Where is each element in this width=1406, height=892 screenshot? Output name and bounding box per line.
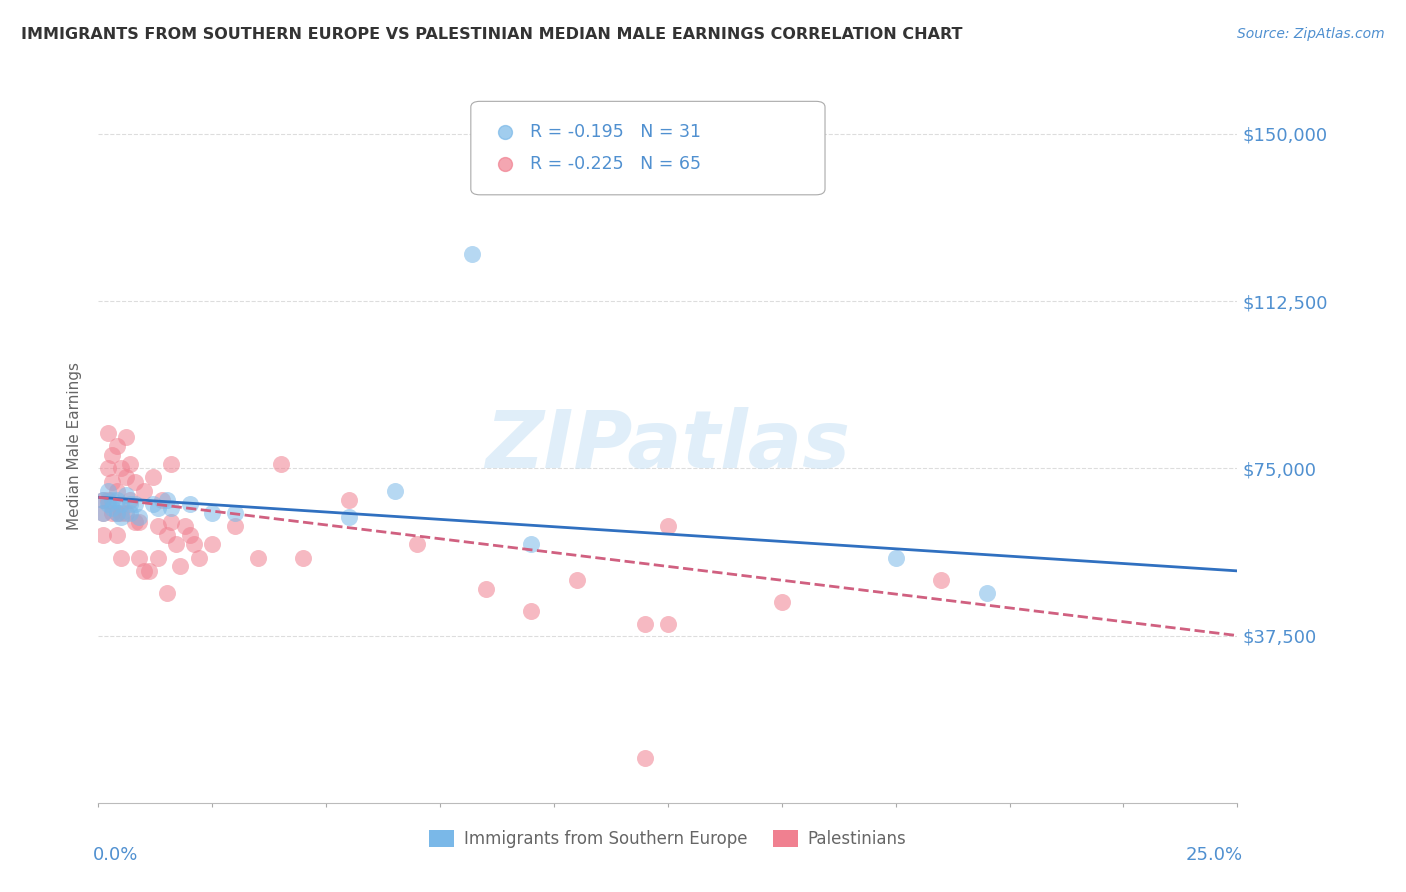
Point	[520, 604, 543, 618]
Point	[474, 582, 496, 596]
Point	[132, 483, 155, 498]
Point	[96, 497, 118, 511]
Text: Source: ZipAtlas.com: Source: ZipAtlas.com	[1237, 27, 1385, 41]
Text: 25.0%: 25.0%	[1185, 846, 1243, 863]
Point	[461, 247, 484, 261]
Point	[110, 506, 132, 520]
Point	[132, 564, 155, 578]
Point	[976, 586, 998, 600]
Point	[187, 550, 209, 565]
Point	[246, 550, 269, 565]
Point	[105, 506, 128, 520]
Point	[120, 497, 142, 511]
Point	[114, 506, 136, 520]
Point	[114, 430, 136, 444]
Point	[91, 506, 114, 520]
Point	[634, 751, 657, 765]
Point	[657, 519, 679, 533]
Point	[105, 439, 128, 453]
Point	[105, 506, 128, 520]
Point	[165, 537, 187, 551]
Point	[183, 537, 205, 551]
Point	[156, 492, 179, 507]
Point	[91, 528, 114, 542]
Point	[384, 483, 406, 498]
Point	[884, 550, 907, 565]
Point	[520, 537, 543, 551]
Point	[224, 519, 246, 533]
Point	[110, 550, 132, 565]
Point	[105, 483, 128, 498]
Point	[110, 461, 132, 475]
Point	[174, 519, 197, 533]
Point	[142, 497, 165, 511]
Point	[406, 537, 429, 551]
Point	[101, 448, 124, 462]
Text: R = -0.225   N = 65: R = -0.225 N = 65	[530, 155, 702, 173]
Point	[929, 573, 952, 587]
Point	[565, 573, 588, 587]
Point	[105, 492, 128, 507]
Text: 0.0%: 0.0%	[93, 846, 138, 863]
Point	[91, 492, 114, 507]
Legend: Immigrants from Southern Europe, Palestinians: Immigrants from Southern Europe, Palesti…	[423, 823, 912, 855]
Point	[124, 475, 146, 489]
Point	[770, 595, 793, 609]
Point	[201, 506, 224, 520]
Point	[120, 492, 142, 507]
Point	[146, 550, 169, 565]
Point	[101, 475, 124, 489]
Point	[337, 492, 360, 507]
Point	[124, 497, 146, 511]
Point	[101, 501, 124, 516]
Point	[120, 506, 142, 520]
Point	[110, 510, 132, 524]
Text: R = -0.195   N = 31: R = -0.195 N = 31	[530, 123, 702, 141]
FancyBboxPatch shape	[471, 102, 825, 194]
Point	[337, 510, 360, 524]
Point	[270, 457, 292, 471]
Point	[91, 492, 114, 507]
Text: IMMIGRANTS FROM SOUTHERN EUROPE VS PALESTINIAN MEDIAN MALE EARNINGS CORRELATION : IMMIGRANTS FROM SOUTHERN EUROPE VS PALES…	[21, 27, 963, 42]
Point	[179, 528, 201, 542]
Point	[128, 510, 150, 524]
Point	[150, 492, 173, 507]
Point	[634, 617, 657, 632]
Point	[160, 457, 183, 471]
Point	[120, 457, 142, 471]
Point	[224, 506, 246, 520]
Point	[156, 528, 179, 542]
Point	[105, 528, 128, 542]
Point	[101, 506, 124, 520]
Point	[96, 483, 118, 498]
Point	[96, 492, 118, 507]
Point	[124, 515, 146, 529]
Point	[160, 501, 183, 516]
Point	[201, 537, 224, 551]
Point	[657, 617, 679, 632]
Point	[110, 497, 132, 511]
Point	[142, 470, 165, 484]
Point	[146, 519, 169, 533]
Point	[114, 470, 136, 484]
Point	[179, 497, 201, 511]
Point	[101, 492, 124, 507]
Point	[156, 586, 179, 600]
Point	[138, 564, 160, 578]
Point	[292, 550, 315, 565]
Point	[160, 515, 183, 529]
Point	[96, 461, 118, 475]
Y-axis label: Median Male Earnings: Median Male Earnings	[67, 362, 83, 530]
Point	[91, 506, 114, 520]
Text: ZIPatlas: ZIPatlas	[485, 407, 851, 485]
Point	[128, 515, 150, 529]
Point	[114, 488, 136, 502]
Point	[169, 559, 191, 574]
Point	[128, 550, 150, 565]
Point	[146, 501, 169, 516]
Point	[96, 425, 118, 440]
